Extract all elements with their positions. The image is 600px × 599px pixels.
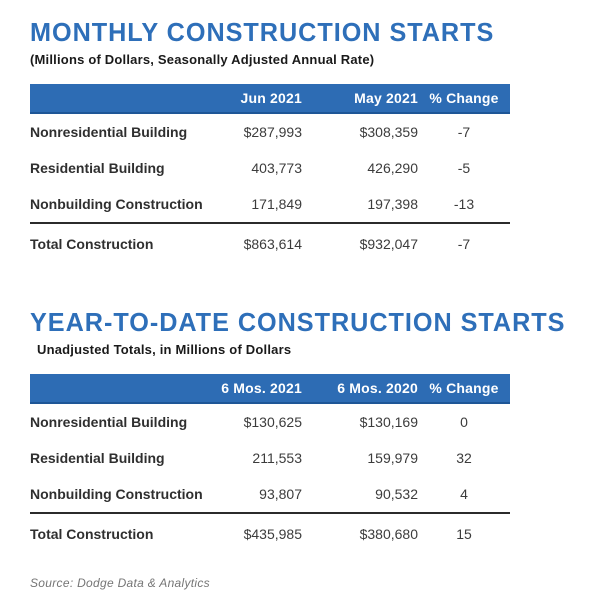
table-row: Nonbuilding Construction 171,849 197,398… (30, 186, 510, 223)
row-pct-change: 0 (460, 414, 468, 431)
row-label: Residential Building (30, 160, 165, 177)
ytd-header-col-pct: % Change (418, 374, 510, 405)
monthly-header-col-1: Jun 2021 (215, 84, 302, 115)
row-value: $130,169 (359, 414, 418, 431)
total-value: $380,680 (302, 512, 418, 555)
ytd-header-spacer (30, 374, 215, 405)
ytd-subtitle: Unadjusted Totals, in Millions of Dollar… (37, 342, 292, 358)
table-row: Residential Building 211,553 159,979 32 (30, 440, 510, 476)
row-value: 211,553 (252, 450, 302, 467)
total-pct-change: -7 (418, 222, 510, 265)
total-label: Total Construction (30, 512, 215, 555)
row-value: 159,979 (367, 450, 418, 467)
row-value: $308,359 (359, 124, 418, 141)
row-pct-change: -7 (457, 124, 471, 141)
ytd-header-col-1: 6 Mos. 2021 (215, 374, 302, 405)
row-label: Nonbuilding Construction (30, 196, 203, 213)
table-row: Nonresidential Building $287,993 $308,35… (30, 113, 510, 150)
total-label: Total Construction (30, 222, 215, 265)
total-row: Total Construction $435,985 $380,680 15 (30, 512, 510, 555)
row-value: $130,625 (243, 414, 302, 431)
ytd-header-col-2: 6 Mos. 2020 (302, 374, 418, 405)
row-value: 90,532 (375, 486, 418, 503)
row-label: Residential Building (30, 450, 165, 467)
row-value: 171,849 (251, 196, 302, 213)
source-note: Source: Dodge Data & Analytics (30, 576, 210, 591)
monthly-header-row: Jun 2021 May 2021 % Change (30, 84, 510, 115)
row-label: Nonbuilding Construction (30, 486, 203, 503)
row-value: $287,993 (243, 124, 302, 141)
row-value: 197,398 (367, 196, 418, 213)
monthly-title: MONTHLY CONSTRUCTION STARTS (30, 17, 495, 47)
total-value: $863,614 (215, 222, 302, 265)
ytd-table: 6 Mos. 2021 6 Mos. 2020 % Change Nonresi… (30, 374, 510, 555)
table-row: Nonbuilding Construction 93,807 90,532 4 (30, 476, 510, 513)
ytd-title: YEAR-TO-DATE CONSTRUCTION STARTS (30, 307, 566, 338)
monthly-header-spacer (30, 84, 215, 115)
row-value: 403,773 (251, 160, 302, 177)
table-row: Residential Building 403,773 426,290 -5 (30, 150, 510, 186)
total-pct-change: 15 (418, 512, 510, 555)
row-pct-change: 4 (460, 486, 468, 503)
row-label: Nonresidential Building (30, 414, 188, 431)
year-to-date-section: YEAR-TO-DATE CONSTRUCTION STARTS Unadjus… (30, 307, 570, 555)
total-value: $932,047 (302, 222, 418, 265)
row-pct-change: -13 (453, 196, 475, 213)
monthly-section: MONTHLY CONSTRUCTION STARTS (Millions of… (30, 17, 570, 265)
monthly-header-col-2: May 2021 (302, 84, 418, 115)
monthly-subtitle: (Millions of Dollars, Seasonally Adjuste… (30, 52, 375, 68)
total-row: Total Construction $863,614 $932,047 -7 (30, 222, 510, 265)
row-value: 93,807 (259, 486, 302, 503)
table-row: Nonresidential Building $130,625 $130,16… (30, 403, 510, 440)
row-pct-change: -5 (457, 160, 471, 177)
ytd-header-row: 6 Mos. 2021 6 Mos. 2020 % Change (30, 374, 510, 405)
row-value: 426,290 (367, 160, 418, 177)
monthly-table: Jun 2021 May 2021 % Change Nonresidentia… (30, 84, 510, 265)
row-label: Nonresidential Building (30, 124, 188, 141)
monthly-header-col-pct: % Change (418, 84, 510, 115)
row-pct-change: 32 (456, 450, 472, 467)
total-value: $435,985 (215, 512, 302, 555)
